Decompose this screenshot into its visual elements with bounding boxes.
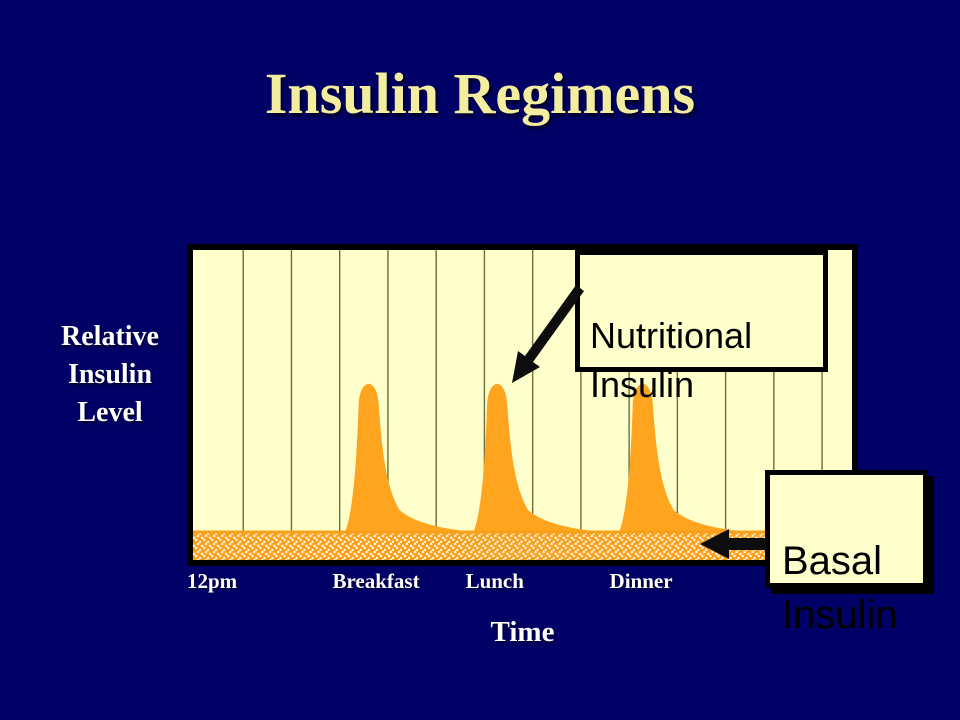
nutritional-insulin-peak <box>345 383 462 531</box>
x-tick-label: Dinner <box>609 569 673 593</box>
x-tick-label: Lunch <box>465 569 524 593</box>
x-tick-label: Breakfast <box>332 569 420 593</box>
basal-callout-label: Basal Insulin <box>782 539 898 637</box>
basal-insulin-callout: Basal Insulin <box>765 470 928 637</box>
nutritional-insulin-callout: Nutritional Insulin <box>575 250 828 405</box>
x-tick-label: 12pm <box>187 569 238 593</box>
x-axis-label: Time <box>490 616 555 648</box>
basal-insulin-band <box>193 530 852 560</box>
y-axis-label: Relative Insulin Level <box>61 321 159 428</box>
slide-title: Insulin Regimens <box>264 61 696 126</box>
nutritional-callout-label: Nutritional Insulin <box>590 315 753 405</box>
basal-band-top-edge <box>193 530 852 534</box>
x-axis-ticks: 12pm Breakfast Lunch Dinner <box>0 569 960 595</box>
nutritional-insulin-peak <box>474 383 590 531</box>
nutritional-insulin-peak <box>619 383 736 531</box>
